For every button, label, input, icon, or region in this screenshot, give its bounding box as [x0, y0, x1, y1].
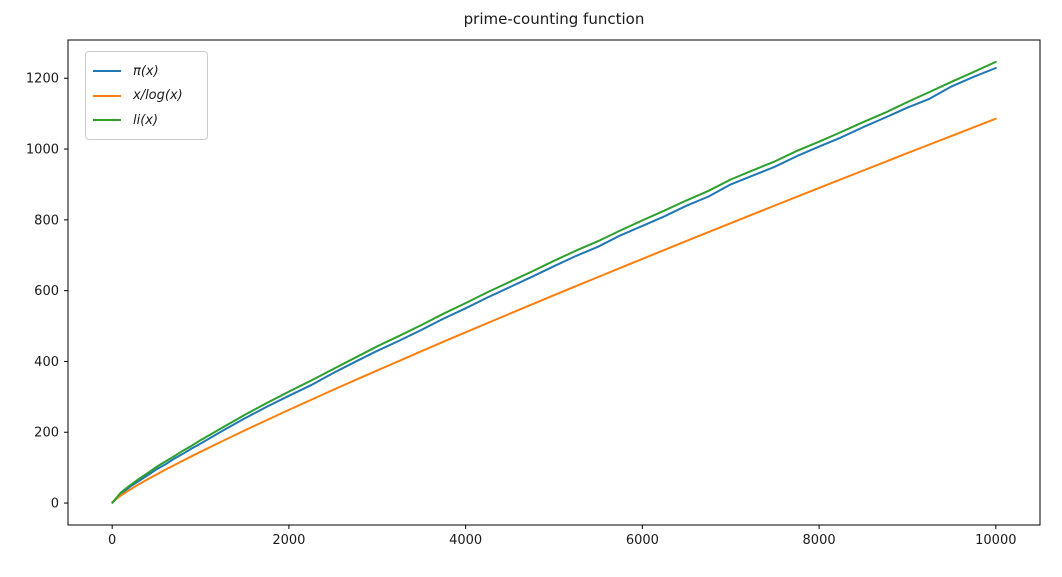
- legend-label-pi: π(x): [133, 63, 159, 79]
- series-line-x-over-logx: [111, 117, 997, 503]
- y-tick-label: 400: [34, 355, 59, 370]
- y-tick-label: 1200: [26, 72, 59, 87]
- legend-label-x-over-logx: x/log(x): [133, 88, 183, 103]
- y-tick-label: 1000: [26, 143, 59, 158]
- x-tick-label: 6000: [626, 533, 659, 548]
- legend-line-swatch-x-over-logx: [93, 94, 121, 97]
- chart-title: prime-counting function: [463, 10, 645, 28]
- y-tick-label: 600: [34, 284, 59, 299]
- x-tick-label: 0: [108, 533, 116, 548]
- legend-line-swatch-pi: [93, 70, 121, 72]
- y-tick-label: 800: [34, 213, 59, 228]
- legend-item-x-over-logx: x/log(x): [93, 84, 197, 108]
- legend: π(x) x/log(x) li(x): [85, 51, 208, 140]
- legend-label-li: li(x): [133, 112, 159, 128]
- series-line-pi: [111, 67, 997, 504]
- series-line-li: [111, 60, 997, 504]
- x-tick-label: 2000: [272, 533, 305, 548]
- x-tick-label: 4000: [449, 533, 482, 548]
- legend-item-pi: π(x): [93, 59, 197, 83]
- x-tick-label: 8000: [803, 533, 836, 548]
- plot-frame: [67, 39, 1041, 526]
- legend-line-swatch-li: [93, 119, 121, 121]
- y-tick-label: 0: [51, 497, 59, 512]
- x-tick-label: 10000: [975, 533, 1016, 548]
- legend-item-li: li(x): [93, 108, 197, 132]
- y-tick-label: 200: [34, 426, 59, 441]
